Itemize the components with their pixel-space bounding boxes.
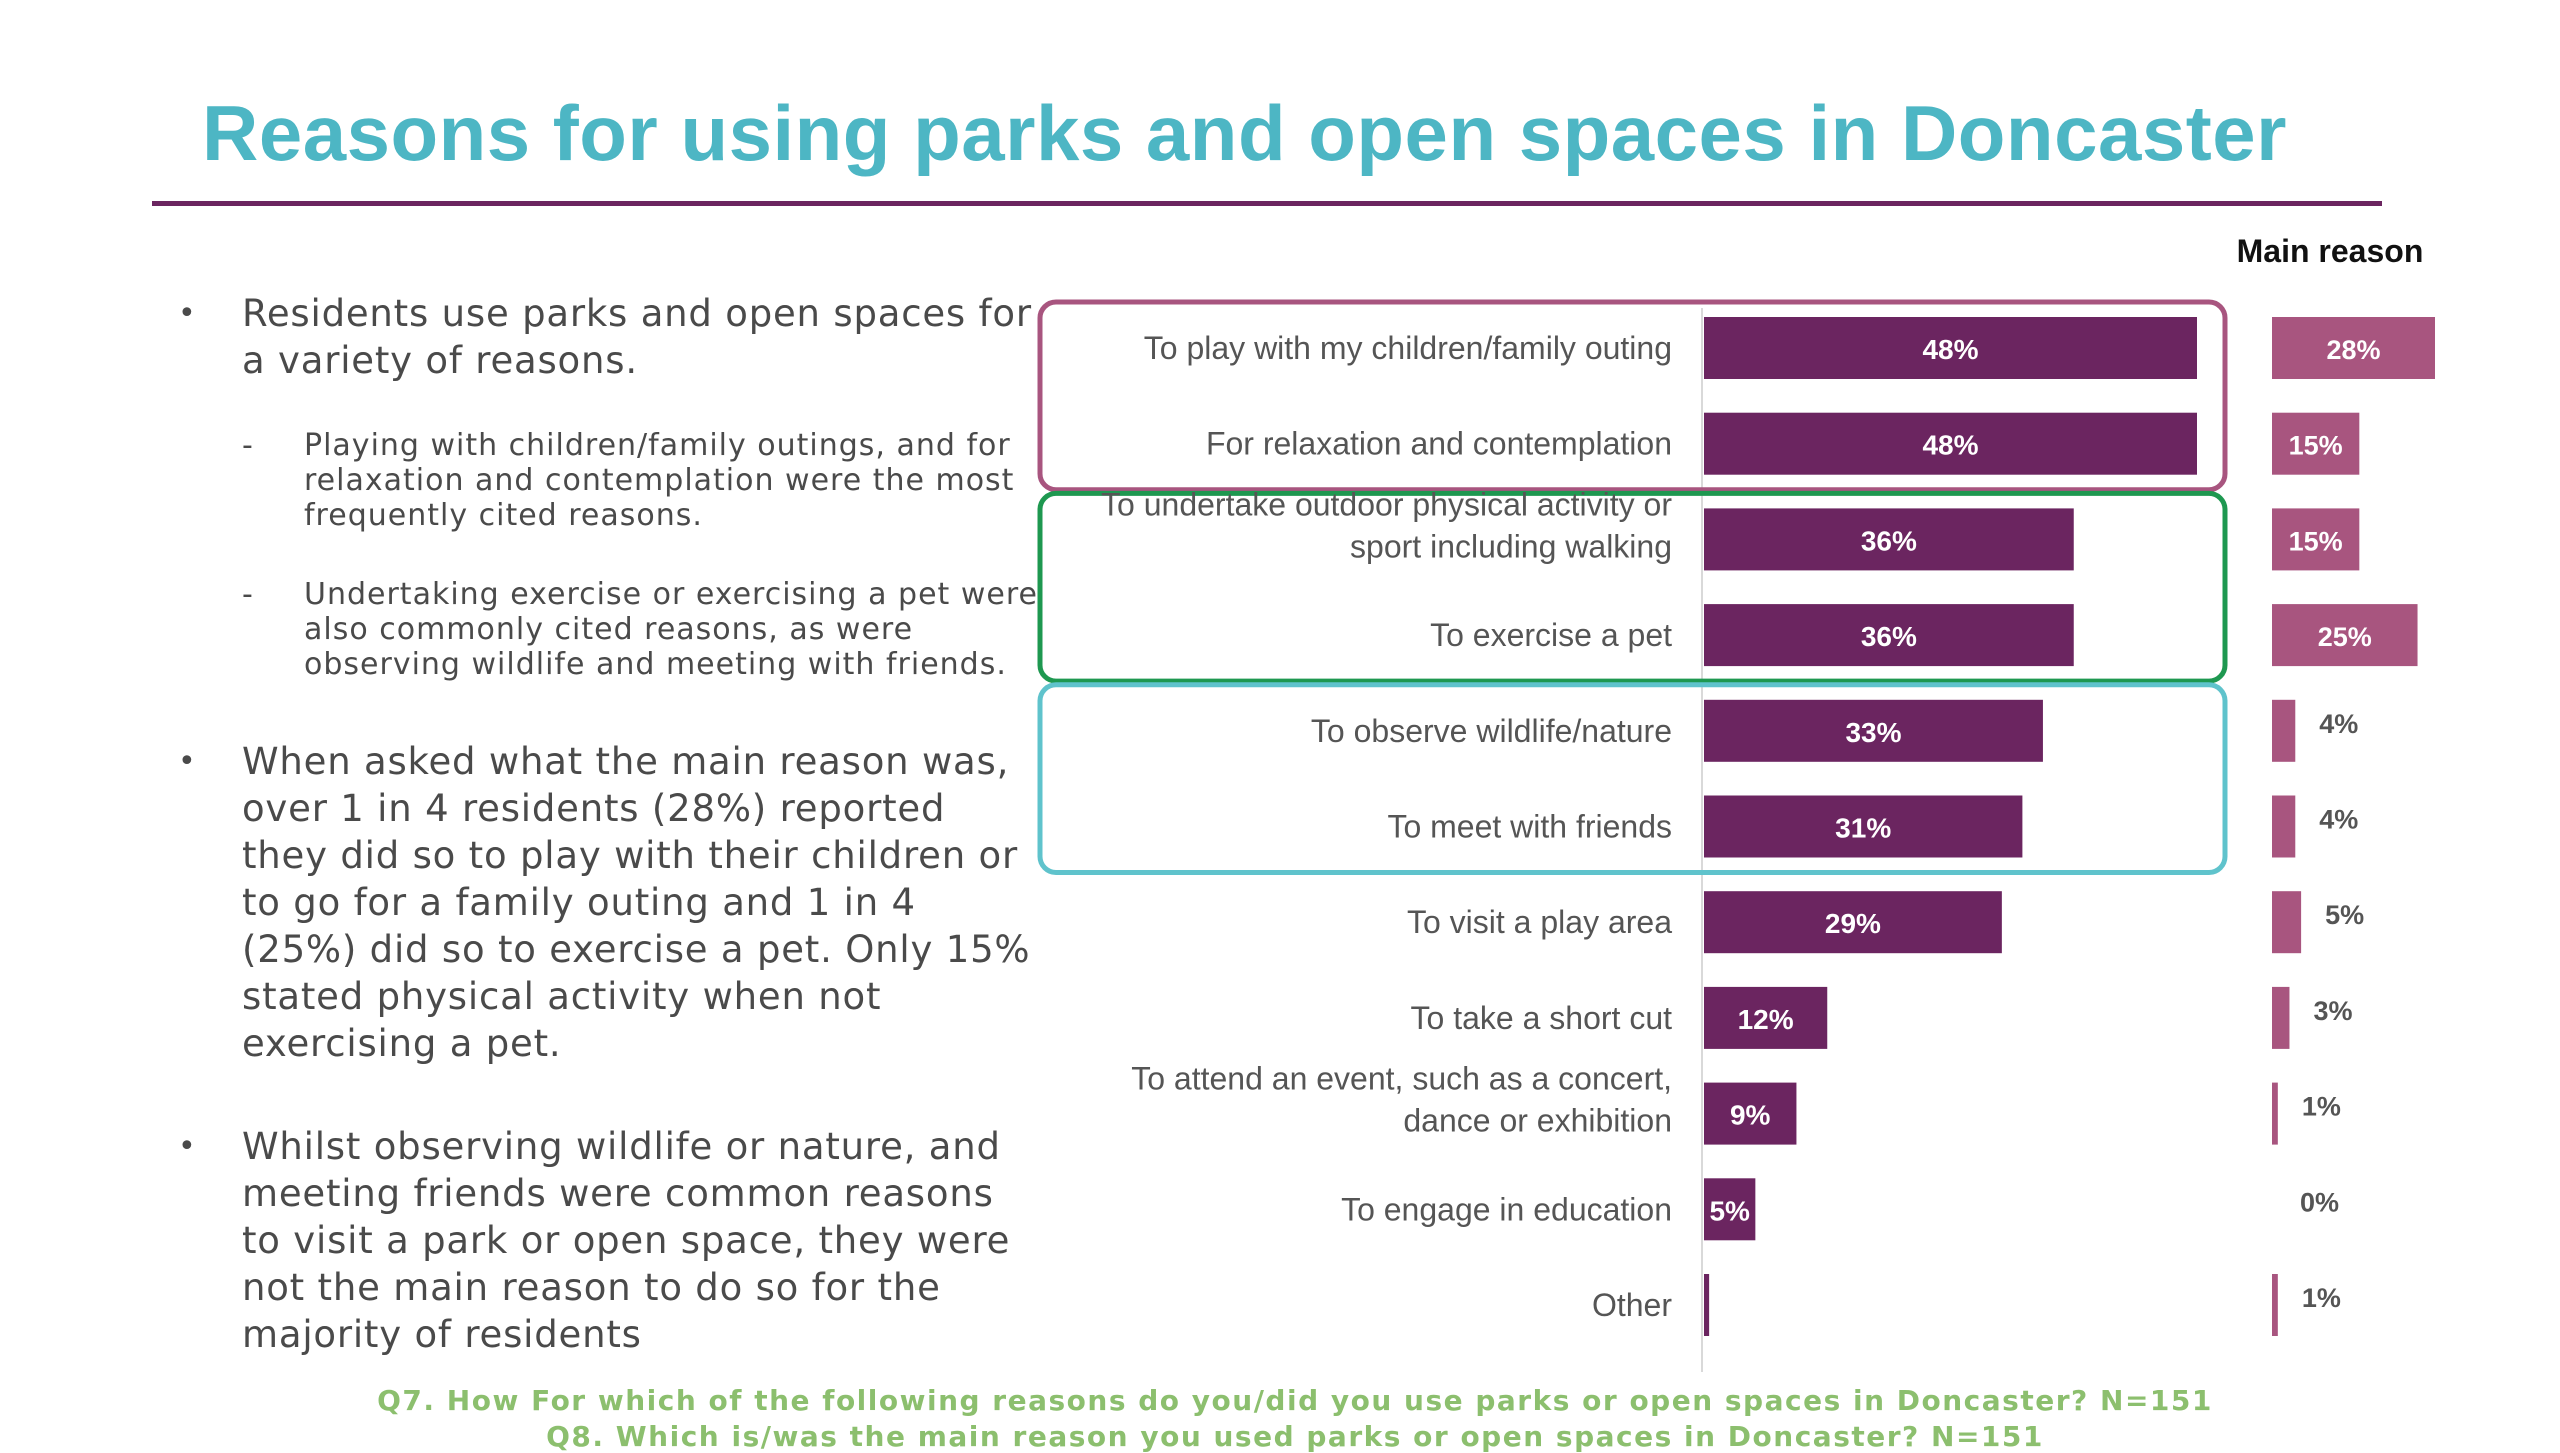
bar-all-reasons (1704, 317, 2197, 379)
category-label: For relaxation and contemplation (1206, 426, 1672, 462)
bar-value-label: 48% (1922, 334, 1978, 365)
category-label: Other (1592, 1287, 1672, 1323)
bar-value-label: 33% (1845, 717, 1901, 748)
bar-value-label: 48% (1922, 430, 1978, 461)
main-reason-value-label: 15% (2289, 526, 2343, 556)
main-reason-value-label: 3% (2313, 996, 2352, 1026)
bar-value-label: 9% (1730, 1100, 1771, 1131)
main-reason-value-label: 0% (2300, 1187, 2339, 1217)
group-box-green (1037, 490, 2228, 684)
bar-value-label: 36% (1861, 525, 1917, 556)
main-reason-value-label: 1% (2302, 1283, 2341, 1313)
bar-value-label: 5% (1709, 1195, 1750, 1226)
category-label: To undertake outdoor physical activity o… (1101, 486, 1672, 564)
bar-all-reasons (1704, 508, 2074, 571)
bar-main-reason (2272, 604, 2418, 667)
main-reason-value-label: 4% (2319, 805, 2358, 835)
main-reason-value-label: 15% (2289, 431, 2343, 461)
bar-all-reasons (1704, 1178, 1756, 1241)
category-label: To play with my children/family outing (1144, 330, 1672, 366)
category-label: To visit a play area (1407, 904, 1672, 940)
bar-all-reasons (1704, 986, 1828, 1049)
bar-all-reasons (1704, 891, 2002, 954)
main-reason-value-label: 28% (2326, 335, 2380, 365)
group-box-pink (1037, 299, 2228, 493)
bar-main-reason (2272, 699, 2296, 762)
category-label: To exercise a pet (1430, 617, 1672, 653)
bar-main-reason (2272, 1082, 2278, 1145)
bar-all-reasons (1704, 604, 2074, 667)
sub-bullet-most-cited: Playing with children/family outings, an… (178, 428, 1038, 533)
footnote-q8: Q8. Which is/was the main reason you use… (546, 1420, 2044, 1453)
bar-value-label: 36% (1861, 621, 1917, 652)
title-divider (152, 201, 2382, 206)
bar-main-reason (2272, 412, 2360, 475)
bar-all-reasons (1704, 795, 2023, 858)
summary-bullets: Residents use parks and open spaces for … (178, 290, 1038, 1358)
category-label: To take a short cut (1411, 1000, 1673, 1036)
bar-value-label: 12% (1738, 1004, 1794, 1035)
bar-main-reason (2272, 1274, 2278, 1336)
category-label: To observe wildlife/nature (1311, 713, 1672, 749)
bullet-main-reason: When asked what the main reason was, ove… (178, 738, 1038, 1067)
bullet-wildlife: Whilst observing wildlife or nature, and… (178, 1123, 1038, 1358)
bar-main-reason (2272, 317, 2435, 379)
main-reason-value-label: 1% (2302, 1092, 2341, 1122)
main-reason-value-label: 4% (2319, 709, 2358, 739)
category-label: To attend an event, such as a concert, da… (1131, 1061, 1672, 1139)
bar-all-reasons (1704, 1082, 1797, 1145)
bullet-variety: Residents use parks and open spaces for … (178, 290, 1038, 384)
bar-all-reasons (1704, 1274, 1710, 1336)
category-label: To engage in education (1341, 1191, 1672, 1227)
sub-bullet-exercise: Undertaking exercise or exercising a pet… (178, 577, 1038, 682)
main-reason-value-label: 5% (2325, 900, 2364, 930)
bar-all-reasons (1704, 412, 2197, 475)
bar-value-label: 31% (1835, 813, 1891, 844)
group-box-teal (1037, 682, 2228, 875)
bar-main-reason (2272, 891, 2302, 954)
main-reason-header: Main reason (2237, 233, 2424, 269)
bar-main-reason (2272, 795, 2296, 858)
category-label: To meet with friends (1387, 809, 1672, 845)
footnote-q7: Q7. How For which of the following reaso… (377, 1384, 2213, 1417)
bar-main-reason (2272, 508, 2360, 571)
bar-value-label: 29% (1825, 908, 1881, 939)
main-reason-value-label: 25% (2318, 622, 2372, 652)
page-title: Reasons for using parks and open spaces … (202, 89, 2287, 177)
bar-all-reasons (1704, 699, 2043, 762)
bar-main-reason (2272, 986, 2290, 1049)
